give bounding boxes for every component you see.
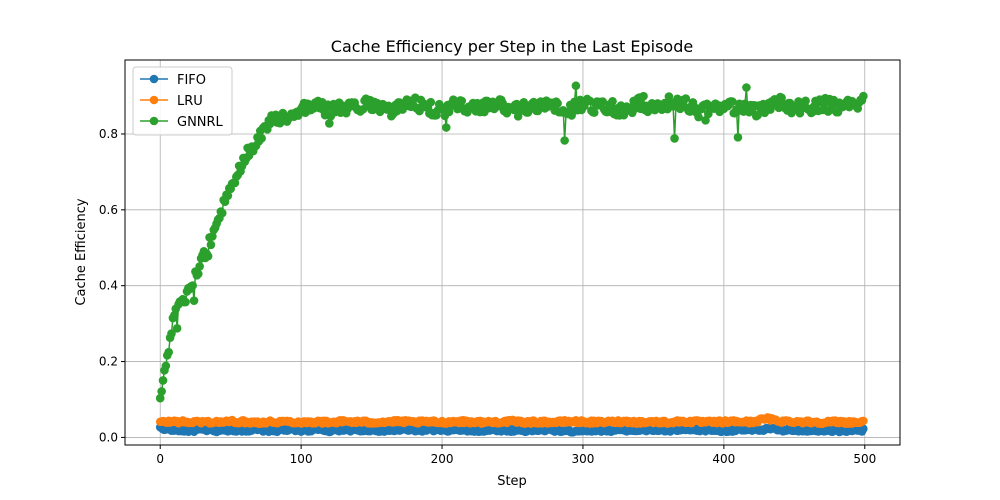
- data-point: [753, 110, 762, 120]
- data-point: [742, 83, 751, 92]
- legend-marker: [149, 74, 159, 84]
- data-point: [158, 376, 168, 385]
- data-point: [608, 96, 617, 106]
- data-point: [859, 416, 868, 426]
- data-point: [325, 119, 334, 128]
- data-point: [728, 97, 737, 106]
- data-point: [188, 281, 197, 290]
- data-point: [164, 347, 173, 357]
- data-point: [170, 311, 179, 320]
- series-fifo: [155, 422, 868, 437]
- data-point: [441, 123, 451, 132]
- data-point: [801, 96, 810, 106]
- data-point: [681, 94, 691, 103]
- data-point: [553, 99, 562, 108]
- data-point: [639, 91, 648, 101]
- y-tick-label: 0.2: [99, 355, 118, 369]
- legend-box: [132, 66, 233, 136]
- chart-title: Cache Efficiency per Step in the Last Ep…: [331, 37, 693, 56]
- data-point: [155, 393, 165, 403]
- legend-item: GNNRL: [140, 115, 224, 130]
- data-point: [457, 96, 467, 106]
- legend-item: FIFO: [140, 73, 206, 88]
- legend-label: FIFO: [177, 73, 206, 88]
- series-lru: [155, 413, 868, 429]
- data-point: [560, 136, 569, 145]
- x-tick-label: 500: [853, 452, 876, 466]
- y-tick-label: 0.8: [99, 127, 118, 141]
- data-point: [223, 191, 233, 200]
- y-tick-label: 0.6: [99, 203, 118, 217]
- data-point: [189, 296, 199, 305]
- legend-label: GNNRL: [177, 115, 224, 130]
- data-point: [167, 329, 176, 338]
- legend: FIFO LRU GNNRL: [132, 66, 233, 136]
- data-point: [704, 109, 713, 119]
- data-point: [670, 134, 679, 143]
- data-point: [567, 111, 576, 120]
- data-point: [571, 81, 581, 91]
- data-point: [172, 324, 182, 333]
- data-point: [208, 232, 217, 241]
- data-point: [206, 240, 216, 250]
- legend-label: LRU: [177, 94, 203, 109]
- data-point: [257, 134, 266, 143]
- data-point: [598, 97, 607, 106]
- y-tick-label: 0.4: [99, 279, 118, 293]
- data-point: [161, 361, 171, 371]
- data-point: [859, 91, 868, 101]
- data-point: [275, 118, 285, 128]
- series-layer: [155, 81, 868, 437]
- series-gnnrl: [155, 81, 868, 403]
- data-point: [157, 387, 166, 396]
- x-tick-label: 400: [712, 452, 735, 466]
- data-point: [203, 251, 213, 261]
- x-tick-label: 100: [290, 452, 313, 466]
- x-tick-label: 300: [572, 452, 595, 466]
- data-point: [694, 112, 703, 122]
- data-point: [217, 208, 227, 218]
- tick-layer: 0 100 200 300 400 500 0.0 0.2 0.4 0.6 0.8: [99, 127, 876, 466]
- grid: [125, 60, 900, 445]
- data-point: [589, 108, 599, 117]
- legend-item: LRU: [140, 94, 203, 109]
- x-tick-label: 0: [156, 452, 164, 466]
- x-tick-label: 200: [431, 452, 454, 466]
- data-point: [426, 97, 436, 107]
- data-point: [195, 262, 204, 271]
- x-axis-title: Step: [497, 474, 527, 489]
- data-point: [181, 297, 190, 307]
- legend-marker: [149, 95, 159, 105]
- plot-frame: [124, 59, 901, 446]
- data-point: [193, 269, 203, 279]
- y-tick-label: 0.0: [99, 430, 118, 444]
- y-axis-title: Cache Efficiency: [74, 198, 89, 305]
- data-point: [733, 133, 743, 142]
- legend-marker: [149, 116, 159, 126]
- data-point: [701, 115, 710, 125]
